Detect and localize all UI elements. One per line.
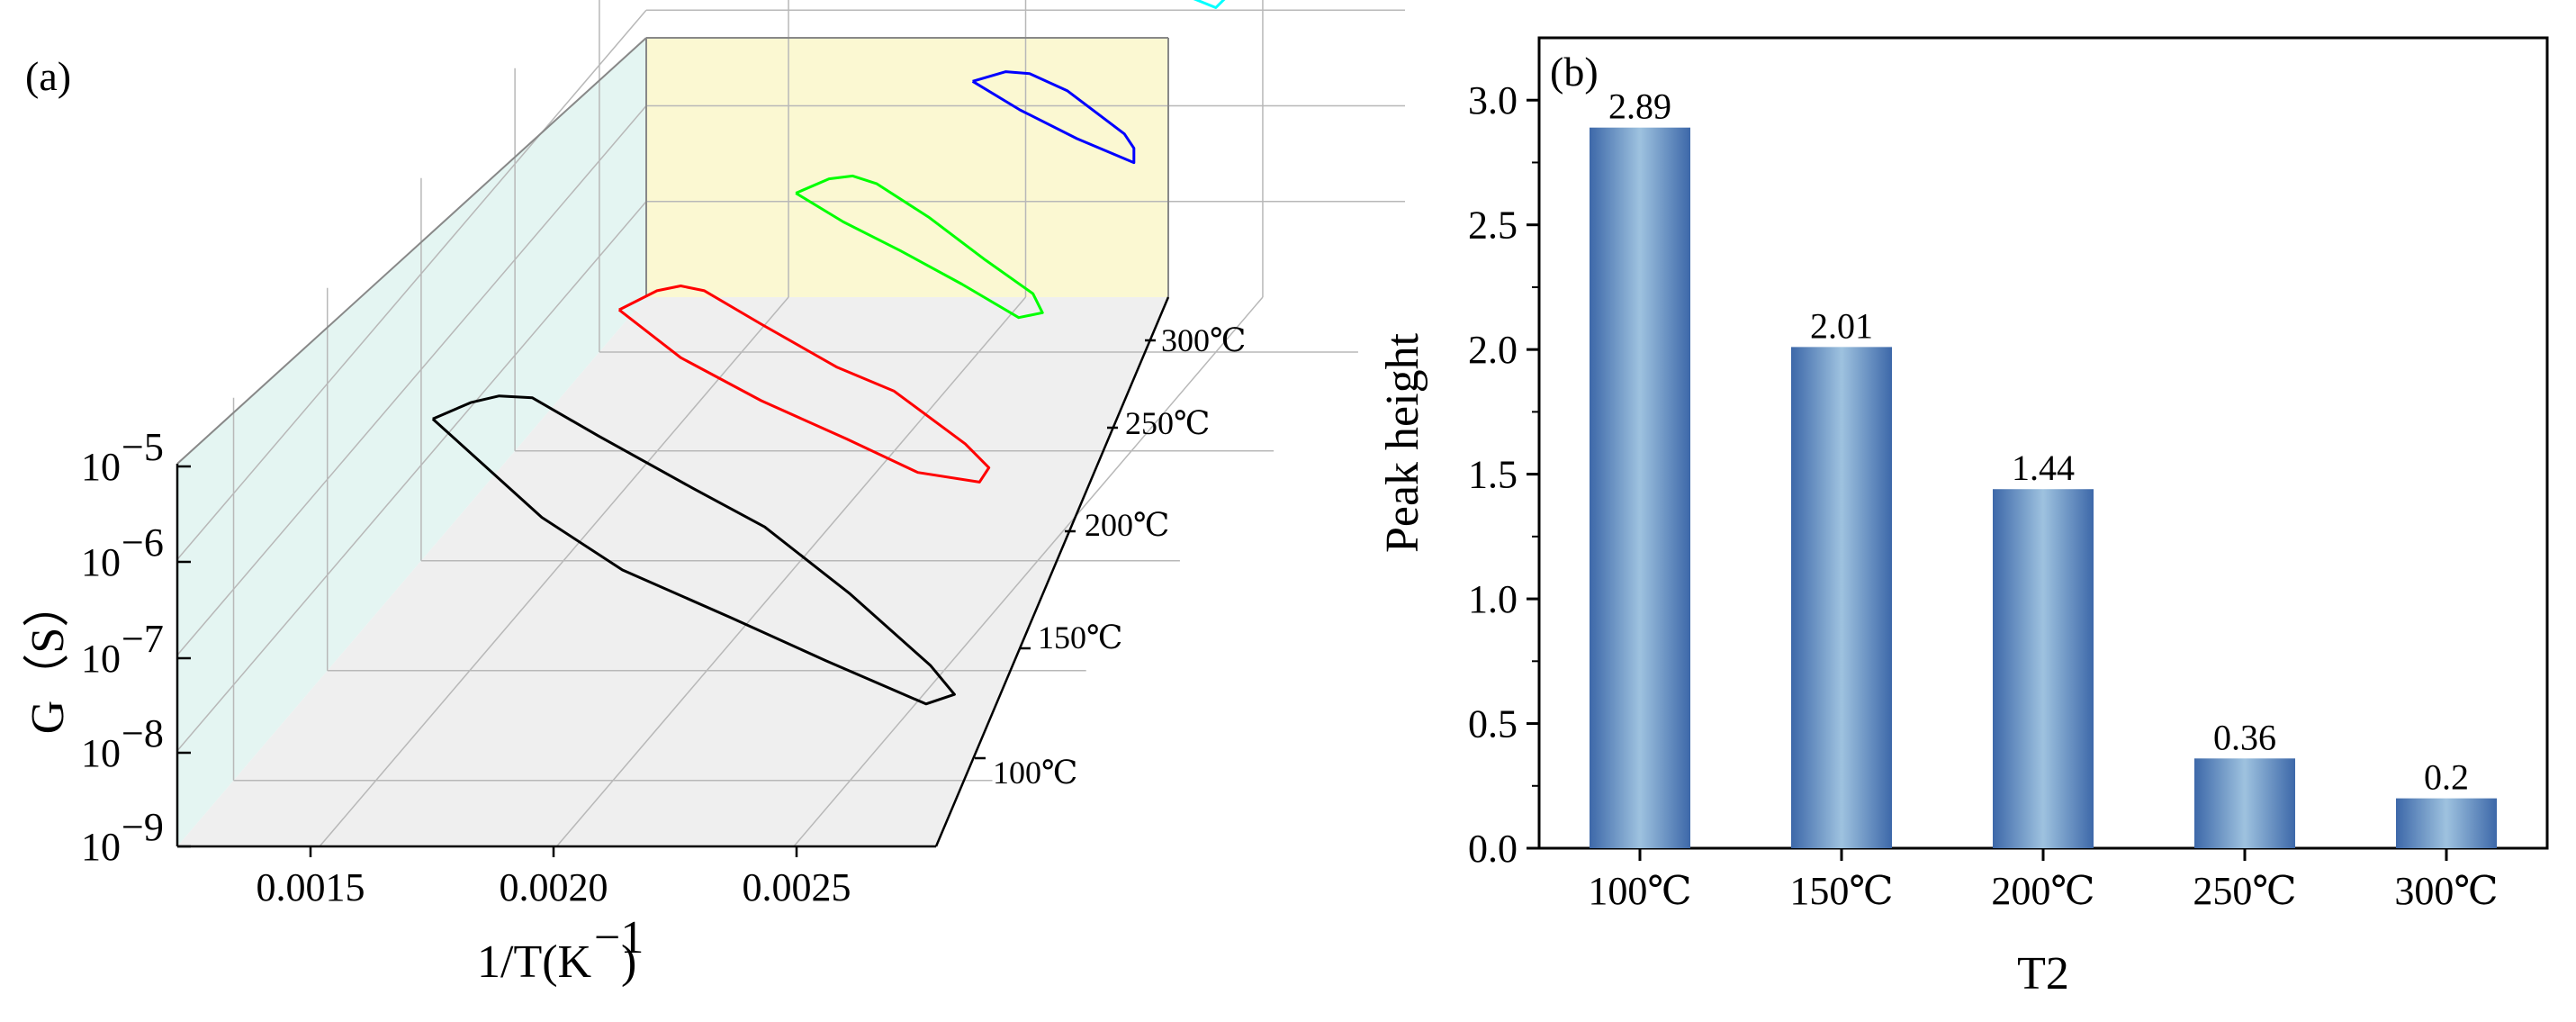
- y-tick-1e-7: 10 −7: [81, 617, 191, 681]
- box-edges: [176, 37, 1169, 465]
- depth-tick-label: 200℃: [1085, 507, 1169, 543]
- depth-tick-label: 250℃: [1125, 405, 1210, 441]
- bar-150℃: [1791, 347, 1892, 848]
- y-tick-1e-9: 10 −9: [81, 805, 191, 869]
- y-tick-label: 10: [81, 637, 121, 681]
- y-tick-1e-8: 10 −8: [81, 711, 191, 775]
- y-tick-label: 10: [81, 731, 121, 775]
- bar-value-label: 2.89: [1608, 86, 1671, 127]
- y-tick-1e-5: 10 −5: [81, 425, 191, 489]
- x-tick-label: 0.0025: [743, 865, 851, 909]
- x-tick-label: 300℃: [2394, 869, 2498, 913]
- y-tick-label: 10: [81, 445, 121, 489]
- depth-axis-ticks: 100℃ 150℃ 200℃ 250℃ 300℃: [975, 322, 1246, 791]
- y-tick-label: 1.5: [1468, 453, 1518, 497]
- y-tick-exponent: −7: [122, 617, 164, 661]
- x-tick-label: 100℃: [1588, 869, 1691, 913]
- y-tick-label: 2.5: [1468, 203, 1518, 248]
- y-tick-label: 10: [81, 825, 121, 869]
- x-tick-label: 0.0020: [500, 865, 608, 909]
- waterfall-series: [431, 0, 1226, 706]
- y-axis-title: Peak height: [1377, 332, 1428, 553]
- x-tick-label: 200℃: [1991, 869, 2094, 913]
- y-axis-ticks: 10 −5 10 −6 10 −7 10 −8 10 −9: [81, 425, 191, 869]
- y-tick-label: 1.0: [1468, 577, 1518, 621]
- bars: [1590, 127, 2497, 848]
- y-tick-label: 0.5: [1468, 702, 1518, 746]
- y-axis-ticks: 0.0 0.5 1.0 1.5 2.0 2.5 3.0: [1468, 78, 1539, 871]
- y-tick-exponent: −6: [122, 520, 164, 565]
- floor-gridlines: [233, 296, 1358, 847]
- x-axis-title-close: ): [621, 936, 636, 988]
- panel-a-label: (a): [25, 53, 71, 99]
- y-tick-label: 0.0: [1468, 827, 1518, 871]
- panel-b-bar-chart: (b) 2.89 2.01 1.44 0.36 0.2 0.0 0.5 1.0 1.5 2.0 2…: [1377, 36, 2549, 999]
- y-tick-label: 10: [81, 540, 121, 584]
- y-tick-exponent: −9: [122, 805, 164, 849]
- floor-x-gridline: [555, 296, 1027, 847]
- floor-plane: [177, 297, 1168, 846]
- side-wall-gridline: [176, 9, 647, 560]
- series-line-250℃: [971, 70, 1136, 165]
- panel-a-3d-chart: (a) 10 −5 10 −6: [23, 0, 1405, 988]
- bar-value-label: 0.2: [2424, 757, 2469, 798]
- floor-x-gridline: [793, 296, 1264, 847]
- depth-tick-250: 250℃: [1107, 405, 1210, 441]
- x-tick-label: 150℃: [1789, 869, 1893, 913]
- y-tick-exponent: −5: [122, 425, 164, 469]
- series-line-200℃: [795, 174, 1044, 320]
- x-tick-label: 250℃: [2193, 869, 2296, 913]
- depth-tick-100: 100℃: [975, 755, 1077, 791]
- bar-300℃: [2396, 798, 2497, 848]
- bar-value-label: 2.01: [1810, 305, 1873, 346]
- x-axis-ticks: 100℃ 150℃ 200℃ 250℃ 300℃: [1588, 848, 2499, 913]
- bar-value-label: 0.36: [2213, 717, 2276, 757]
- depth-tick-label: 300℃: [1161, 322, 1246, 358]
- panel-b-label: (b): [1550, 49, 1599, 95]
- bar-250℃: [2194, 758, 2295, 848]
- side-wall-gridline: [176, 201, 647, 752]
- depth-tick-label: 150℃: [1038, 620, 1122, 656]
- series-line-150℃: [617, 285, 991, 484]
- depth-tick-300: 300℃: [1145, 322, 1246, 358]
- x-axis-title: 1/T(K −1 ): [477, 912, 644, 988]
- bar-100℃: [1590, 127, 1690, 848]
- y-tick-exponent: −8: [122, 711, 164, 755]
- x-tick-0.0025: 0.0025: [743, 846, 851, 909]
- depth-tick-label: 100℃: [993, 755, 1077, 791]
- bar-value-labels: 2.89 2.01 1.44 0.36 0.2: [1608, 86, 2469, 798]
- y-tick-1e-6: 10 −6: [81, 520, 191, 584]
- floor-x-gridline: [319, 296, 789, 847]
- series-line-100℃: [431, 394, 956, 706]
- x-axis-title: T2: [2017, 948, 2069, 999]
- x-tick-0.0020: 0.0020: [500, 846, 608, 909]
- side-wall: [177, 38, 646, 846]
- x-tick-label: 0.0015: [257, 865, 365, 909]
- bar-value-label: 1.44: [2012, 448, 2075, 488]
- depth-tick-150: 150℃: [1020, 620, 1122, 656]
- y-tick-label: 3.0: [1468, 78, 1518, 122]
- back-wall: [646, 38, 1168, 297]
- depth-axis-line: [934, 296, 1170, 847]
- y-tick-label: 2.0: [1468, 328, 1518, 372]
- side-wall-gridline: [176, 105, 647, 656]
- x-axis-title-exponent: −1: [594, 912, 644, 963]
- depth-tick-200: 200℃: [1065, 507, 1169, 543]
- bar-200℃: [1993, 489, 2094, 848]
- series-line-300℃: [1193, 0, 1226, 9]
- x-tick-0.0015: 0.0015: [257, 846, 365, 909]
- x-axis-ticks: 0.0015 0.0020 0.0025: [257, 846, 851, 909]
- y-axis-title: G（S）: [23, 581, 74, 734]
- x-axis-title-main: 1/T(K: [477, 936, 592, 988]
